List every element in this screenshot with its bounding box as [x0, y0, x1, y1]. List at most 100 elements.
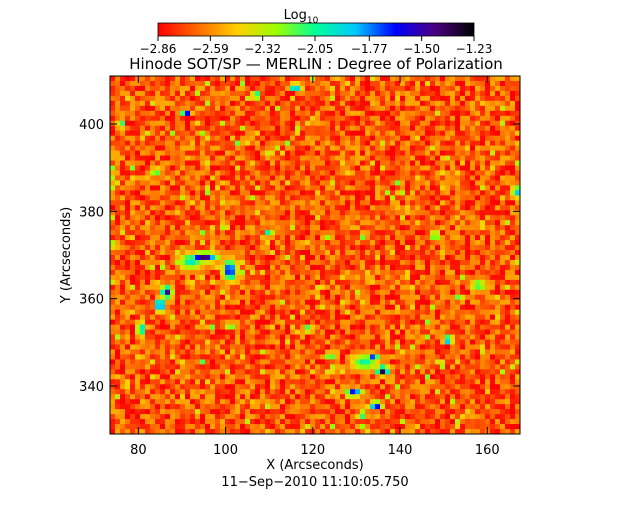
heatmap-cell [280, 319, 286, 326]
heatmap-cell [490, 175, 496, 181]
heatmap-cell [170, 225, 176, 231]
heatmap-cell [410, 250, 416, 256]
heatmap-cell [125, 255, 131, 261]
heatmap-cell [130, 76, 136, 82]
heatmap-cell [240, 165, 246, 171]
heatmap-cell [415, 120, 421, 127]
heatmap-cell [215, 255, 221, 261]
heatmap-cell [220, 309, 226, 316]
heatmap-cell [255, 185, 261, 191]
heatmap-cell [445, 324, 451, 330]
heatmap-cell [460, 205, 466, 211]
heatmap-cell [180, 155, 186, 161]
heatmap-cell [470, 274, 476, 281]
heatmap-cell [430, 120, 436, 127]
heatmap-cell [275, 115, 281, 122]
heatmap-cell [455, 135, 461, 142]
heatmap-cell [465, 120, 471, 127]
heatmap-cell [365, 240, 371, 246]
heatmap-cell [390, 250, 396, 256]
heatmap-cell [390, 220, 396, 226]
heatmap-cell [345, 140, 351, 147]
heatmap-cell [400, 240, 406, 246]
heatmap-cell [510, 284, 516, 291]
heatmap-cell [225, 259, 231, 266]
heatmap-cell [490, 85, 496, 92]
heatmap-cell [245, 284, 251, 291]
heatmap-cell [470, 170, 476, 176]
heatmap-cell [320, 255, 326, 261]
heatmap-cell [300, 135, 306, 142]
heatmap-cell [460, 175, 466, 181]
heatmap-cell [230, 170, 236, 176]
heatmap-cell [245, 349, 251, 355]
heatmap-cell [285, 165, 291, 171]
heatmap-cell [405, 175, 411, 181]
heatmap-cell [245, 195, 251, 201]
heatmap-cell [305, 255, 311, 261]
heatmap-cell [485, 230, 491, 236]
heatmap-cell [290, 240, 296, 246]
heatmap-cell [435, 299, 441, 306]
heatmap-cell [435, 145, 441, 151]
heatmap-cell [435, 354, 441, 360]
heatmap-cell [180, 240, 186, 246]
heatmap-cell [405, 339, 411, 345]
heatmap-cell [255, 145, 261, 151]
heatmap-cell [385, 120, 391, 127]
heatmap-cell [260, 255, 266, 261]
heatmap-cell [325, 195, 331, 201]
heatmap-cell [255, 220, 261, 226]
heatmap-cell [315, 140, 321, 147]
heatmap-cell [290, 200, 296, 206]
heatmap-cell [125, 274, 131, 281]
heatmap-cell [230, 299, 236, 306]
heatmap-cell [260, 304, 266, 311]
heatmap-cell [345, 215, 351, 221]
heatmap-cell [400, 364, 406, 370]
heatmap-cell [145, 255, 151, 261]
heatmap-cell [405, 100, 411, 107]
heatmap-cell [370, 354, 376, 360]
heatmap-cell [325, 95, 331, 102]
heatmap-cell [515, 90, 521, 97]
heatmap-cell [200, 304, 206, 311]
heatmap-cell [190, 334, 196, 340]
heatmap-cell [115, 160, 121, 166]
heatmap-cell [320, 120, 326, 127]
heatmap-cell [310, 289, 316, 296]
heatmap-cell [465, 299, 471, 306]
heatmap-cell [495, 264, 501, 271]
heatmap-cell [300, 334, 306, 340]
heatmap-cell [395, 100, 401, 107]
heatmap-cell [145, 319, 151, 326]
heatmap-cell [330, 120, 336, 127]
heatmap-cell [120, 274, 126, 281]
heatmap-cell [240, 85, 246, 92]
heatmap-cell [245, 274, 251, 281]
heatmap-cell [335, 165, 341, 171]
heatmap-cell [135, 200, 141, 206]
heatmap-cell [160, 95, 166, 102]
heatmap-cell [355, 225, 361, 231]
heatmap-cell [225, 155, 231, 161]
heatmap-cell [210, 115, 216, 122]
heatmap-cell [330, 230, 336, 236]
heatmap-cell [250, 299, 256, 306]
heatmap-cell [190, 80, 196, 87]
heatmap-cell [220, 195, 226, 201]
heatmap-cell [190, 324, 196, 330]
heatmap-cell [155, 205, 161, 211]
heatmap-cell [335, 304, 341, 311]
heatmap-cell [505, 195, 511, 201]
heatmap-cell [315, 359, 321, 365]
heatmap-cell [230, 289, 236, 296]
heatmap-cell [250, 344, 256, 350]
heatmap-cell [345, 309, 351, 316]
heatmap-cell [235, 250, 241, 256]
heatmap-cell [315, 76, 321, 82]
heatmap-cell [280, 105, 286, 112]
heatmap-cell [510, 210, 516, 216]
heatmap-cell [455, 100, 461, 107]
heatmap-cell [130, 135, 136, 142]
